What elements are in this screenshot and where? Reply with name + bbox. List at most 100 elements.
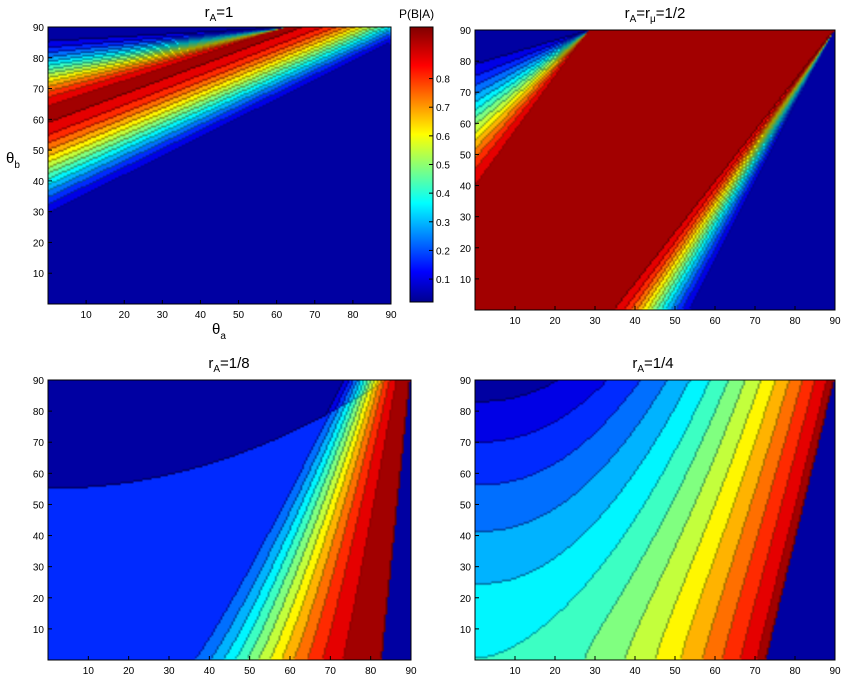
x-tick-label: 30	[157, 310, 169, 321]
x-tick-label: 70	[325, 666, 337, 677]
y-tick-label: 80	[33, 54, 45, 65]
colorbar-tick-label: 0.6	[436, 132, 450, 143]
y-tick-label: 50	[460, 500, 472, 511]
contour-image-ra-eighth	[48, 380, 411, 660]
x-tick-label: 80	[347, 310, 359, 321]
y-tick-label: 90	[460, 376, 472, 387]
xticks-ra-eighth: 10 20 30 40 50 60 70 80 90	[83, 656, 417, 677]
plot-frame-ra-1	[47, 26, 392, 305]
x-tick-label: 50	[669, 316, 681, 327]
y-tick-label: 90	[33, 376, 45, 387]
colorbar-tick-label: 0.7	[436, 103, 450, 114]
contour-image-ra-1	[48, 27, 391, 304]
y-tick-label: 60	[460, 469, 472, 480]
y-tick-label: 50	[460, 150, 472, 161]
x-tick-label: 50	[233, 310, 245, 321]
x-tick-label: 60	[284, 666, 296, 677]
x-tick-label: 50	[669, 666, 681, 677]
y-tick-label: 50	[33, 500, 45, 511]
y-tick-label: 10	[460, 625, 472, 636]
y-tick-label: 30	[33, 563, 45, 574]
x-axis-label: θa	[212, 321, 226, 342]
y-tick-label: 20	[460, 594, 472, 605]
y-tick-label: 40	[33, 532, 45, 543]
colorbar-tick-label: 0.2	[436, 246, 450, 257]
yticks-ra-1: 10 20 30 40 50 60 70 80 90	[33, 23, 52, 280]
y-tick-label: 30	[460, 213, 472, 224]
yticks-ra-eighth: 10 20 30 40 50 60 70 80 90	[33, 376, 52, 636]
y-tick-label: 10	[460, 275, 472, 286]
plot-frame-ra-eighth	[47, 379, 412, 661]
yticks-ra-quarter: 10 20 30 40 50 60 70 80 90	[460, 376, 479, 636]
panel-title-ra-1: rA=1	[205, 4, 234, 24]
y-tick-label: 50	[33, 146, 45, 157]
panel-title-ra-eighth: rA=1/8	[208, 355, 249, 375]
x-tick-label: 40	[204, 666, 216, 677]
x-tick-label: 30	[163, 666, 175, 677]
x-tick-label: 10	[81, 310, 93, 321]
colorbar-label: P(B|A)	[399, 7, 434, 21]
y-tick-label: 70	[33, 85, 45, 96]
y-tick-label: 80	[460, 57, 472, 68]
x-tick-label: 70	[309, 310, 321, 321]
y-tick-label: 40	[460, 182, 472, 193]
y-tick-label: 40	[460, 532, 472, 543]
xticks-ra-1: 10 20 30 40 50 60 70 80 90	[81, 300, 397, 321]
colorbar-tick-label: 0.8	[436, 75, 450, 86]
y-tick-label: 60	[460, 119, 472, 130]
y-tick-label: 70	[33, 438, 45, 449]
panel-title-ra-quarter: rA=1/4	[632, 355, 673, 375]
colorbar-tick-label: 0.3	[436, 218, 450, 229]
x-tick-label: 40	[629, 666, 641, 677]
x-tick-label: 30	[589, 316, 601, 327]
y-tick-label: 70	[460, 88, 472, 99]
x-tick-label: 20	[123, 666, 135, 677]
x-tick-label: 10	[509, 316, 521, 327]
x-tick-label: 50	[244, 666, 256, 677]
yticks-ra-rmu-half: 10 20 30 40 50 60 70 80 90	[460, 26, 479, 286]
panel-ra-eighth: 10 20 30 40 50 60 70 80 90 10 20 30 40 50 60 70 80 90 rA…	[33, 355, 417, 677]
y-tick-label: 10	[33, 269, 45, 280]
y-tick-label: 80	[33, 407, 45, 418]
colorbar-ticks: 0.1 0.2 0.3 0.4 0.5 0.6 0.7 0.8	[429, 75, 450, 286]
y-tick-label: 20	[460, 244, 472, 255]
xticks-ra-rmu-half: 10 20 30 40 50 60 70 80 90	[509, 306, 841, 327]
x-tick-label: 70	[749, 666, 761, 677]
y-tick-label: 10	[33, 625, 45, 636]
x-tick-label: 80	[789, 316, 801, 327]
x-tick-label: 80	[365, 666, 377, 677]
x-tick-label: 90	[405, 666, 417, 677]
y-tick-label: 70	[460, 438, 472, 449]
colorbar-tick-label: 0.5	[436, 161, 450, 172]
x-tick-label: 80	[789, 666, 801, 677]
x-tick-label: 20	[119, 310, 131, 321]
y-tick-label: 20	[33, 594, 45, 605]
contour-image-ra-quarter	[475, 380, 835, 660]
y-tick-label: 60	[33, 115, 45, 126]
x-tick-label: 20	[549, 316, 561, 327]
xticks-ra-quarter: 10 20 30 40 50 60 70 80 90	[509, 656, 841, 677]
x-tick-label: 60	[709, 316, 721, 327]
x-tick-label: 60	[271, 310, 283, 321]
x-tick-label: 10	[509, 666, 521, 677]
x-tick-label: 90	[385, 310, 397, 321]
colorbar: 0.1 0.2 0.3 0.4 0.5 0.6 0.7 0.8 P(B|A)	[399, 7, 450, 303]
panel-ra-quarter: 10 20 30 40 50 60 70 80 90 10 20 30 40 50 60 70 80 90 rA…	[460, 355, 841, 677]
colorbar-gradient	[410, 27, 433, 302]
panel-ra-1: 10 20 30 40 50 60 70 80 90 10 20 30 40 50 60 70 80 90 rA…	[6, 4, 397, 342]
y-tick-label: 30	[33, 208, 45, 219]
x-tick-label: 70	[749, 316, 761, 327]
y-tick-label: 80	[460, 407, 472, 418]
x-tick-label: 40	[195, 310, 207, 321]
y-axis-label: θb	[6, 150, 20, 171]
panel-ra-rmu-half: 10 20 30 40 50 60 70 80 90 10 20 30 40 50 60 70 80 90 rA…	[460, 5, 841, 327]
x-tick-label: 40	[629, 316, 641, 327]
x-tick-label: 90	[829, 666, 841, 677]
contour-image-ra-rmu-half	[475, 30, 835, 310]
x-tick-label: 10	[83, 666, 95, 677]
plot-frame-ra-rmu-half	[474, 29, 836, 311]
panel-title-ra-rmu-half: rA=rμ=1/2	[625, 5, 686, 25]
x-tick-label: 20	[549, 666, 561, 677]
x-tick-label: 30	[589, 666, 601, 677]
